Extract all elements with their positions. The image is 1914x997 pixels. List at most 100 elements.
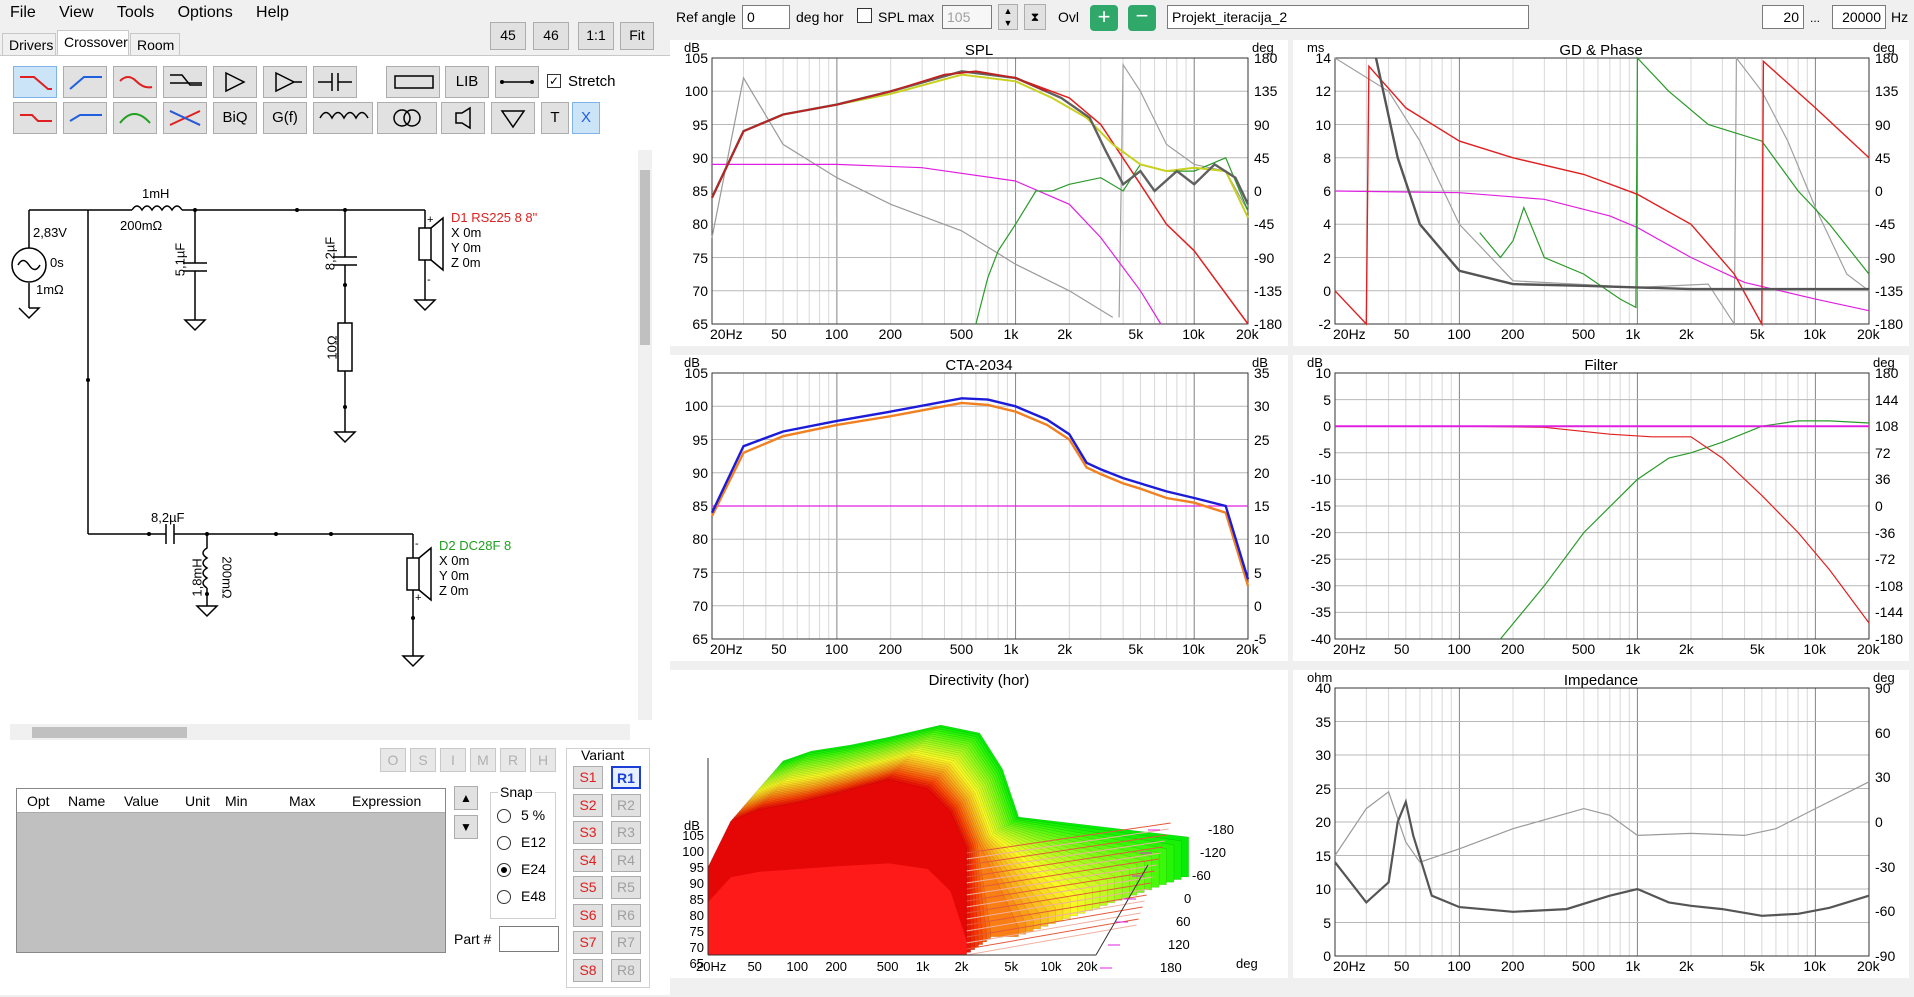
tool-shelf[interactable]: [163, 66, 207, 98]
variant-s1[interactable]: S1: [573, 766, 603, 789]
tool-bandpass[interactable]: [113, 66, 157, 98]
tool-lowpass-1[interactable]: [13, 66, 57, 98]
tool-inductor[interactable]: [313, 102, 373, 134]
freq-min-input[interactable]: [1762, 5, 1804, 29]
schematic-hscrollbar[interactable]: [10, 724, 630, 740]
driver-d2-name[interactable]: D2 DC28F 8: [439, 538, 512, 553]
button-1-1[interactable]: 1:1: [578, 22, 614, 50]
tool-capacitor[interactable]: [313, 66, 357, 98]
variant-s4[interactable]: S4: [573, 848, 603, 872]
variant-r7[interactable]: R7: [611, 931, 641, 954]
tool-ground[interactable]: [491, 102, 535, 134]
snap-e12-radio[interactable]: [497, 836, 511, 850]
cta-2034-chart[interactable]: CTA-2034 dB dB 105 100 95 90 85 80 75 70 65 35 30 25 20…: [670, 355, 1288, 661]
driver-d1-name[interactable]: D1 RS225 8 8": [451, 210, 538, 225]
tool-highpass-2[interactable]: [63, 102, 107, 134]
variant-r6[interactable]: R6: [611, 903, 641, 927]
tool-lowpass-2[interactable]: [13, 102, 57, 134]
tab-crossover[interactable]: Crossover: [57, 30, 129, 56]
opt-button-m[interactable]: M: [470, 748, 496, 772]
button-46[interactable]: 46: [533, 22, 569, 50]
variant-s5[interactable]: S5: [573, 876, 603, 899]
variant-s3[interactable]: S3: [573, 821, 603, 844]
filter-title: Filter: [1584, 357, 1618, 374]
tab-room[interactable]: Room: [130, 33, 180, 56]
move-down-button[interactable]: ▼: [454, 815, 478, 839]
d1-minus-label: -: [427, 274, 431, 286]
filter-chart[interactable]: Filter dB deg 10 5 0 -5 -10 -15 -20 -25 -30 -35 -40 18…: [1293, 355, 1909, 661]
variant-r5[interactable]: R5: [611, 876, 641, 899]
filter-right-tick: 180: [1875, 365, 1899, 381]
directivity-x-tick: 100: [786, 959, 809, 974]
opt-button-h[interactable]: H: [530, 748, 556, 772]
menu-options[interactable]: Options: [177, 4, 233, 21]
opt-button-i[interactable]: I: [440, 748, 466, 772]
button-45[interactable]: 45: [490, 22, 526, 50]
tab-drivers[interactable]: Drivers: [2, 33, 56, 56]
directivity-floor-line: [966, 882, 1151, 914]
tool-wire[interactable]: [495, 66, 539, 98]
tool-transfer-function[interactable]: G(f): [263, 102, 307, 134]
impedance-left-tick: 20: [1315, 814, 1331, 830]
spl-right-tick: -180: [1254, 316, 1283, 332]
spl-max-input[interactable]: [942, 5, 992, 29]
menu-help[interactable]: Help: [256, 4, 289, 21]
tool-amplifier[interactable]: [213, 66, 257, 98]
schematic-vscrollbar[interactable]: [638, 150, 652, 720]
directivity-deg-label: deg: [1236, 956, 1258, 971]
variant-s7[interactable]: S7: [573, 931, 603, 954]
snap-e48-radio[interactable]: [497, 890, 511, 904]
cta-right-tick: 35: [1254, 365, 1270, 381]
tool-transformer[interactable]: [377, 102, 437, 134]
variant-r4[interactable]: R4: [611, 848, 641, 872]
opt-button-s[interactable]: S: [410, 748, 436, 772]
tool-delete[interactable]: X: [572, 102, 600, 134]
freq-max-input[interactable]: [1832, 5, 1886, 29]
variant-r8[interactable]: R8: [611, 958, 641, 982]
menu-tools[interactable]: Tools: [116, 4, 155, 21]
project-name-input[interactable]: [1167, 5, 1529, 29]
part-number-input[interactable]: [499, 926, 559, 952]
menu-file[interactable]: File: [10, 4, 36, 21]
directivity-floor-line: [966, 840, 1165, 872]
button-fit[interactable]: Fit: [620, 22, 654, 50]
impedance-chart[interactable]: Impedance ohm deg 40 35 30 25 20 15 10 5 0 90 60 30 0 -3…: [1293, 670, 1909, 978]
overlay-remove-button[interactable]: −: [1128, 5, 1156, 31]
gd-phase-chart[interactable]: GD & Phase ms deg 14 12 10 8 6 4 2 0 -2 180 135 90 45 0 -…: [1293, 40, 1909, 346]
tool-resistor[interactable]: [386, 66, 440, 98]
tool-biquad[interactable]: BiQ: [213, 102, 257, 134]
gd-left-tick: 10: [1315, 116, 1331, 133]
schematic-canvas[interactable]: 2,83V 0s 1mΩ 1mH 200mΩ 5,1µF 8,2µF 10Ω D…: [6, 148, 634, 726]
opt-button-r[interactable]: R: [500, 748, 526, 772]
variant-r2[interactable]: R2: [611, 793, 641, 817]
directivity-angle-tick: -120: [1200, 845, 1227, 860]
variant-s8[interactable]: S8: [573, 958, 603, 982]
variant-r3[interactable]: R3: [611, 821, 641, 844]
variant-s2[interactable]: S2: [573, 793, 603, 817]
tool-notch[interactable]: [113, 102, 157, 134]
optimization-table[interactable]: Opt Name Value Unit Min Max Expression: [16, 788, 446, 953]
tool-allpass[interactable]: [163, 102, 207, 134]
snap-5pct-radio[interactable]: [497, 809, 511, 823]
spl-max-checkbox[interactable]: [857, 8, 872, 23]
move-up-button[interactable]: ▲: [454, 786, 478, 810]
opt-button-o[interactable]: O: [380, 748, 406, 772]
spl-right-tick: -135: [1254, 282, 1283, 299]
spl-max-spinner[interactable]: ▲ ▼: [998, 4, 1018, 30]
tool-highpass-1[interactable]: [63, 66, 107, 98]
overlay-add-button[interactable]: +: [1090, 5, 1118, 31]
variant-r1[interactable]: R1: [611, 766, 641, 789]
fit-spl-button[interactable]: ⧗: [1024, 4, 1046, 30]
tool-library[interactable]: LIB: [445, 66, 489, 98]
variant-s6[interactable]: S6: [573, 903, 603, 927]
tool-text[interactable]: T: [541, 102, 569, 134]
tool-speaker[interactable]: [441, 102, 485, 134]
tool-opamp[interactable]: [263, 66, 307, 98]
cta-x-tick: 5k: [1128, 641, 1144, 657]
stretch-checkbox[interactable]: ✓: [547, 74, 561, 88]
directivity-chart[interactable]: Directivity (hor) dB 105 100 95 90 85 80 75 70 65 2…: [670, 670, 1288, 978]
menu-view[interactable]: View: [59, 4, 94, 21]
snap-e24-radio[interactable]: [497, 863, 511, 877]
ref-angle-input[interactable]: [742, 5, 790, 29]
spl-chart[interactable]: SPL dB deg 105 100 95 90 85 80 75 70 65 180 135 90 45 0 -…: [670, 40, 1288, 346]
